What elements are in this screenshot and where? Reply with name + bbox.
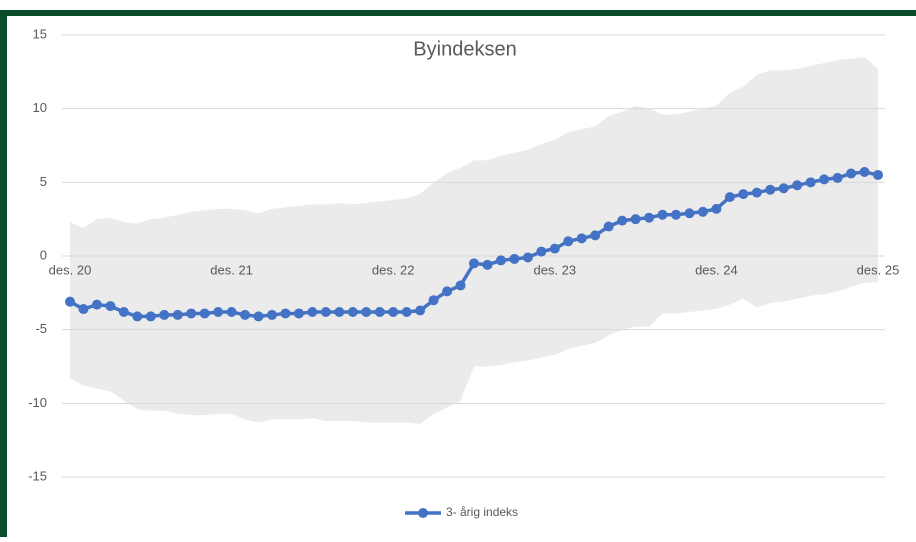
series-marker [805,177,816,188]
series-marker [307,306,318,317]
y-tick-label: -10 [28,395,47,410]
x-tick-label: des. 22 [372,262,415,277]
series-marker [455,280,466,291]
series-marker [159,309,170,320]
series-marker [240,309,251,320]
series-marker [644,212,655,223]
y-tick-label: 0 [40,247,47,262]
series-marker [765,184,776,195]
series-marker [536,246,547,257]
series-marker [832,172,843,183]
series-marker [576,233,587,244]
y-tick-label: -5 [35,321,47,336]
series-marker [253,311,264,322]
legend-marker [418,508,428,518]
series-marker [226,306,237,317]
series-marker [428,295,439,306]
series-marker [374,306,385,317]
series-marker [401,306,412,317]
series-marker [509,253,520,264]
series-marker [671,209,681,220]
series-marker [320,306,331,317]
series-marker [819,174,830,185]
series-marker [78,304,89,315]
y-tick-label: 5 [40,174,47,189]
series-marker [657,209,668,220]
x-tick-label: des. 21 [210,262,253,277]
series-marker [697,206,708,217]
series-marker [105,301,116,312]
frame-left [0,10,7,537]
x-tick-label: des. 24 [695,262,738,277]
legend-label: 3- årig indeks [446,505,518,519]
series-marker [603,221,614,232]
series-marker [293,308,304,319]
x-tick-label: des. 20 [49,262,92,277]
x-tick-label: des. 23 [533,262,576,277]
series-marker [549,243,560,254]
series-marker [334,306,345,317]
series-marker [347,306,358,317]
series-marker [145,311,156,322]
series-marker [630,214,641,225]
series-marker [684,208,695,219]
series-marker [751,187,762,198]
series-marker [186,308,197,319]
series-marker [711,203,722,214]
series-marker [792,180,803,191]
series-marker [724,192,735,203]
x-tick-label: des. 25 [857,262,900,277]
series-marker [118,306,129,317]
y-tick-label: 10 [33,100,47,115]
series-marker [469,258,479,269]
series-marker [65,296,75,307]
series-marker [213,306,224,317]
series-marker [617,215,628,226]
series-marker [859,167,870,178]
series-marker [280,308,291,319]
y-tick-label: 15 [33,26,47,41]
series-marker [495,255,506,266]
series-marker [388,306,399,317]
series-marker [738,189,749,200]
band [70,57,878,424]
series-marker [482,259,493,270]
series-marker [442,286,453,297]
series-marker [267,309,277,320]
series-marker [846,168,857,179]
plot-area: -15 -10 -5 0 5 10 15 des. 20 des. 21 des. 22 des. … [28,26,899,483]
series-marker [415,305,426,316]
series-marker [199,308,210,319]
series-marker [361,306,372,317]
series-marker [522,252,533,263]
series-marker [590,230,601,241]
chart-title: Byindeksen [413,38,516,60]
series-marker [563,236,574,247]
frame-top [0,10,916,16]
series-marker [873,169,883,180]
y-tick-label: -15 [28,468,47,483]
series-marker [91,299,102,310]
series-marker [778,183,789,194]
series-marker [172,309,183,320]
series-marker [132,311,143,322]
